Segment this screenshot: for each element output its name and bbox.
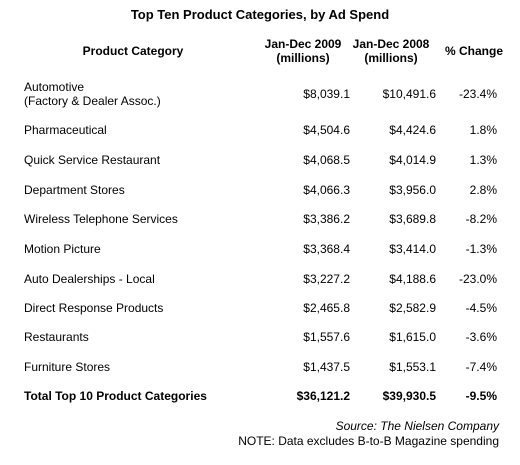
row-category: Direct Response Products <box>24 301 164 315</box>
row-value-2008: $1,615.0 <box>389 330 436 344</box>
row-value-2009: $8,039.1 <box>303 87 350 101</box>
row-value-2008: $3,689.8 <box>389 212 436 226</box>
row-value-2009: $2,465.8 <box>303 301 350 315</box>
row-value-2009: $3,386.2 <box>303 212 350 226</box>
row-category: Quick Service Restaurant <box>24 153 161 167</box>
row-change: 1.8% <box>469 123 497 137</box>
row-category: Wireless Telephone Services <box>24 212 178 226</box>
total-category: Total Top 10 Product Categories <box>24 389 207 403</box>
row-change: -23.0% <box>458 272 497 286</box>
row-value-2008: $2,582.9 <box>389 301 436 315</box>
header-2008-line1: Jan-Dec 2008 <box>352 37 430 51</box>
header-2009: Jan-Dec 2009 (millions) <box>258 37 348 65</box>
row-change: 1.3% <box>469 153 497 167</box>
row-change: -23.4% <box>458 87 497 101</box>
header-category: Product Category <box>58 44 208 58</box>
row-category: Motion Picture <box>24 242 101 256</box>
row-change: -1.3% <box>465 242 497 256</box>
row-change: -3.6% <box>465 330 497 344</box>
row-value-2009: $3,368.4 <box>303 242 350 256</box>
header-change-label: % Change <box>444 44 503 58</box>
row-value-2009: $4,066.3 <box>303 183 350 197</box>
row-change: 2.8% <box>469 183 497 197</box>
row-value-2008: $4,188.6 <box>389 272 436 286</box>
header-2009-line1: Jan-Dec 2009 <box>264 37 342 51</box>
row-value-2008: $3,414.0 <box>389 242 436 256</box>
row-value-2009: $1,557.6 <box>303 330 350 344</box>
row-value-2008: $1,553.1 <box>389 360 436 374</box>
header-change: % Change <box>434 44 514 58</box>
total-change: -9.5% <box>465 389 497 403</box>
row-change: -4.5% <box>465 301 497 315</box>
row-change: -7.4% <box>465 360 497 374</box>
row-category: Pharmaceutical <box>24 123 107 137</box>
table-title: Top Ten Product Categories, by Ad Spend <box>130 7 390 22</box>
header-2009-line2: (millions) <box>276 51 330 65</box>
total-value-2008: $39,930.5 <box>382 389 436 403</box>
footnote: NOTE: Data excludes B-to-B Magazine spen… <box>238 434 499 448</box>
row-value-2009: $1,437.5 <box>303 360 350 374</box>
row-value-2009: $3,227.2 <box>303 272 350 286</box>
row-category: Automotive (Factory & Dealer Assoc.) <box>24 80 161 108</box>
row-category: Furniture Stores <box>24 360 111 374</box>
row-value-2008: $4,424.6 <box>389 123 436 137</box>
source-note: Source: The Nielsen Company <box>335 419 499 433</box>
row-value-2008: $10,491.6 <box>382 87 436 101</box>
row-category: Restaurants <box>24 330 89 344</box>
row-value-2008: $3,956.0 <box>389 183 436 197</box>
row-value-2009: $4,504.6 <box>303 123 350 137</box>
total-value-2009: $36,121.2 <box>296 389 350 403</box>
header-2008-line2: (millions) <box>364 51 418 65</box>
row-category-line2: (Factory & Dealer Assoc.) <box>24 94 161 108</box>
row-category: Department Stores <box>24 183 125 197</box>
row-category-line1: Automotive <box>24 80 85 94</box>
row-value-2008: $4,014.9 <box>389 153 436 167</box>
header-2008: Jan-Dec 2008 (millions) <box>346 37 436 65</box>
row-change: -8.2% <box>465 212 497 226</box>
row-category: Auto Dealerships - Local <box>24 272 155 286</box>
header-category-label: Product Category <box>82 44 184 58</box>
row-value-2009: $4,068.5 <box>303 153 350 167</box>
